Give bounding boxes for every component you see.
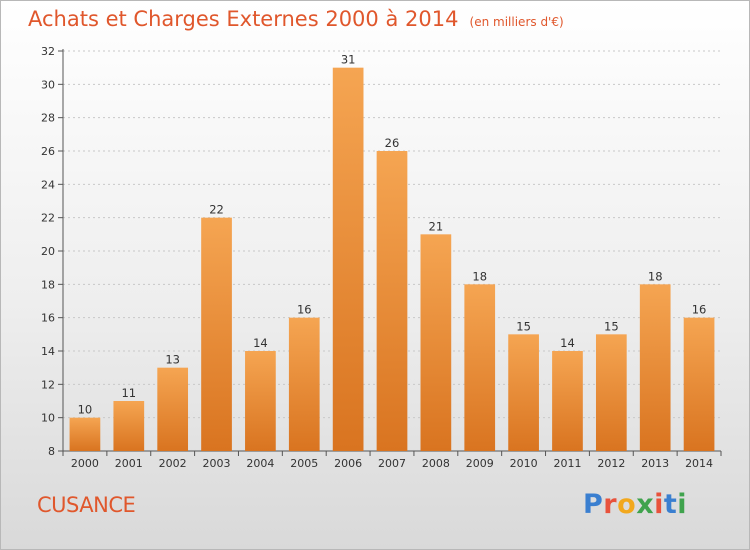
bar-2001 — [113, 401, 145, 451]
data-label-2005: 16 — [297, 303, 312, 317]
bar-2007 — [376, 151, 408, 451]
data-label-2010: 15 — [516, 319, 531, 333]
x-tick-label-2005: 2005 — [290, 457, 318, 470]
data-label-2004: 14 — [253, 336, 268, 350]
bar-2002 — [157, 367, 189, 451]
y-tick-label: 28 — [41, 112, 55, 125]
logo-letter: x — [636, 489, 655, 520]
chart-title: Achats et Charges Externes 2000 à 2014 — [28, 7, 459, 31]
x-tick-label-2002: 2002 — [159, 457, 187, 470]
y-tick-label: 10 — [41, 412, 55, 425]
data-label-2002: 13 — [165, 353, 180, 367]
x-tick-label-2010: 2010 — [510, 457, 538, 470]
label-layer: 2000 10 2001 11 2002 13 2003 22 2004 14 2005 16 2006… — [71, 53, 713, 470]
data-label-2008: 21 — [429, 219, 444, 233]
y-tick-label: 14 — [41, 345, 55, 358]
title-row: Achats et Charges Externes 2000 à 2014 (… — [28, 7, 564, 31]
data-label-2012: 15 — [604, 319, 619, 333]
x-tick-label-2006: 2006 — [334, 457, 362, 470]
data-label-2009: 18 — [472, 269, 487, 283]
bar-2008 — [420, 234, 452, 451]
y-tick-label: 20 — [41, 245, 55, 258]
data-label-2011: 14 — [560, 336, 575, 350]
data-label-2003: 22 — [209, 203, 224, 217]
bar-2005 — [288, 317, 320, 451]
bar-2006 — [332, 67, 364, 452]
bar-2014 — [683, 317, 715, 451]
bar-2000 — [69, 417, 101, 451]
bar-2011 — [552, 351, 583, 451]
y-tick-label: 32 — [41, 45, 55, 58]
bar-layer — [69, 67, 715, 452]
bar-2009 — [464, 284, 496, 451]
x-tick-label-2007: 2007 — [378, 457, 406, 470]
x-tick-label-2003: 2003 — [203, 457, 231, 470]
y-tick-label: 18 — [41, 278, 55, 291]
y-tick-label: 8 — [48, 445, 55, 458]
x-tick-label-2004: 2004 — [246, 457, 274, 470]
x-tick-label-2008: 2008 — [422, 457, 450, 470]
x-tick-label-2013: 2013 — [641, 457, 669, 470]
bar-2003 — [201, 217, 232, 451]
x-tick-label-2014: 2014 — [685, 457, 713, 470]
chart-subtitle: (en milliers d'€) — [469, 15, 564, 29]
x-tick-label-2009: 2009 — [466, 457, 494, 470]
y-tick-label: 24 — [41, 178, 55, 191]
bar-2012 — [595, 334, 627, 451]
logo-letter: o — [617, 489, 637, 520]
logo-letter: t — [663, 489, 678, 520]
bar-2013 — [639, 284, 671, 451]
x-tick-label-2011: 2011 — [553, 457, 581, 470]
y-tick-label: 22 — [41, 212, 55, 225]
logo-letter: r — [603, 489, 618, 520]
data-label-2013: 18 — [648, 269, 663, 283]
y-tick-label: 26 — [41, 145, 55, 158]
x-tick-label-2000: 2000 — [71, 457, 99, 470]
data-label-2006: 31 — [341, 53, 356, 67]
logo-letter: i — [654, 489, 664, 520]
proxiti-logo: Proxiti — [583, 489, 687, 520]
commune-name: CUSANCE — [37, 493, 136, 517]
data-label-2014: 16 — [692, 303, 707, 317]
bar-2004 — [245, 351, 276, 451]
data-label-2007: 26 — [385, 136, 400, 150]
logo-letter: P — [583, 489, 604, 520]
y-tick-label: 30 — [41, 78, 55, 91]
logo-letter: i — [677, 489, 688, 520]
data-label-2000: 10 — [78, 403, 93, 417]
bar-2010 — [508, 334, 539, 451]
y-tick-label: 16 — [41, 312, 55, 325]
data-label-2001: 11 — [121, 386, 136, 400]
y-tick-label: 12 — [41, 378, 55, 391]
x-tick-label-2001: 2001 — [115, 457, 143, 470]
x-tick-label-2012: 2012 — [597, 457, 625, 470]
